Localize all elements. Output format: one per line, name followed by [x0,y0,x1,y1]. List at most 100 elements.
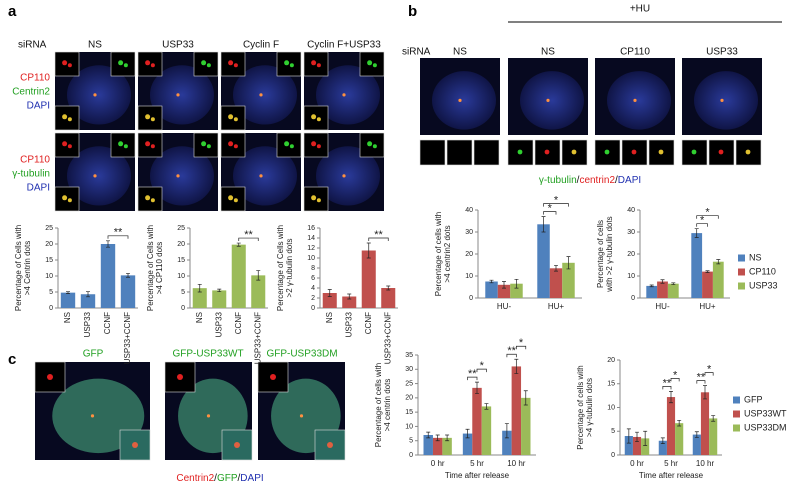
y-tick-label: 0 [409,452,413,459]
inset [164,361,196,393]
signal [176,93,180,97]
signal [631,149,637,155]
bar [658,440,667,455]
y-tick-label: 40 [627,207,635,214]
signal [289,144,294,149]
inset [137,186,163,212]
legend-label: USP33WT [744,408,787,418]
x-tick-label: NS [195,312,204,323]
inset [220,51,246,77]
inset [446,139,473,166]
bar [691,233,703,298]
signal [145,114,151,120]
y-tick-label: 0 [631,295,635,302]
inset [276,132,302,158]
significance-bracket [704,372,714,376]
significance-label: ** [663,377,672,389]
stain-label: CP110 [20,155,50,166]
signal [201,141,207,147]
y-tick-label: 30 [465,229,473,236]
bar [700,392,710,455]
y-tick-label: 5 [181,289,185,296]
bar [342,296,357,308]
x-tick-label: USP33 [83,311,92,337]
error-bar [217,288,222,293]
bar [100,244,116,308]
error-bar [106,240,110,248]
bar [641,438,650,455]
signal [176,174,180,178]
caption-part: DAPI [618,175,641,186]
y-tick-label: 30 [627,229,635,236]
signal [145,195,151,201]
bar [702,271,713,298]
significance-bracket [238,237,259,242]
inset [303,105,329,131]
signal [604,149,610,155]
y-tick-label: 0 [181,305,185,312]
x-tick-label: CCNF [103,312,112,334]
error-bar [489,279,494,284]
error-bar [554,265,558,272]
signal [67,144,72,149]
stain-caption: γ-tubulin/centrin2/DAPI [539,175,641,186]
signal [342,174,346,178]
bar [624,436,633,455]
y-tick-label: 0 [49,305,53,312]
y-axis-label: Percentage of cells with [576,365,585,450]
x-tick-label: 5 hr [664,459,678,468]
bar [381,288,396,308]
x-tick-label: USP33 [344,311,353,337]
signal [658,149,664,155]
significance-label: * [519,337,524,349]
significance-bracket [696,380,706,384]
significance-label: * [705,207,710,219]
stain-label: γ-tubulin [12,169,50,180]
signal [691,149,697,155]
bar [521,397,531,455]
nucleus [67,146,131,206]
stain-label: Centrin2 [12,87,50,98]
x-tick-label: CCNF [364,312,373,334]
nucleus [316,146,380,206]
error-bar [256,270,261,281]
signal [123,144,128,149]
nucleus [694,71,758,130]
column-label: NS [88,40,102,51]
inset [193,132,219,158]
signal [372,63,377,68]
inset [193,51,219,77]
significance-label: * [673,369,678,381]
signal [145,60,151,66]
signal [228,60,234,66]
inset [54,51,80,77]
y-axis-label: >4 centrin dots [383,379,392,432]
significance-label: ** [507,345,516,357]
y-axis-label: >4 Centrin dots [23,241,32,295]
inset [137,51,163,77]
signal [233,117,238,122]
signal [177,374,183,380]
y-axis-label: Percentage of Cells with [276,225,285,311]
y-tick-label: 14 [307,235,315,242]
panel-label: a [8,3,17,20]
legend-swatch [733,410,740,418]
significance-label: * [548,203,553,215]
error-bar [716,259,721,265]
caption-part: DAPI [240,473,263,484]
signal [62,60,68,66]
y-axis-label: Percentage of Cells with [14,225,23,311]
stain-caption: Centrin2/GFP/DAPI [176,473,263,484]
signal [201,60,207,66]
error-bar [677,419,682,427]
signal [62,195,68,201]
signal [150,198,155,203]
x-tick-label: USP33 [214,311,223,337]
nucleus [233,65,297,125]
y-tick-label: 5 [49,289,53,296]
caption-part: GFP [217,473,238,484]
stain-label: DAPI [27,183,50,194]
signal [745,149,751,155]
y-tick-label: 0 [611,452,615,459]
